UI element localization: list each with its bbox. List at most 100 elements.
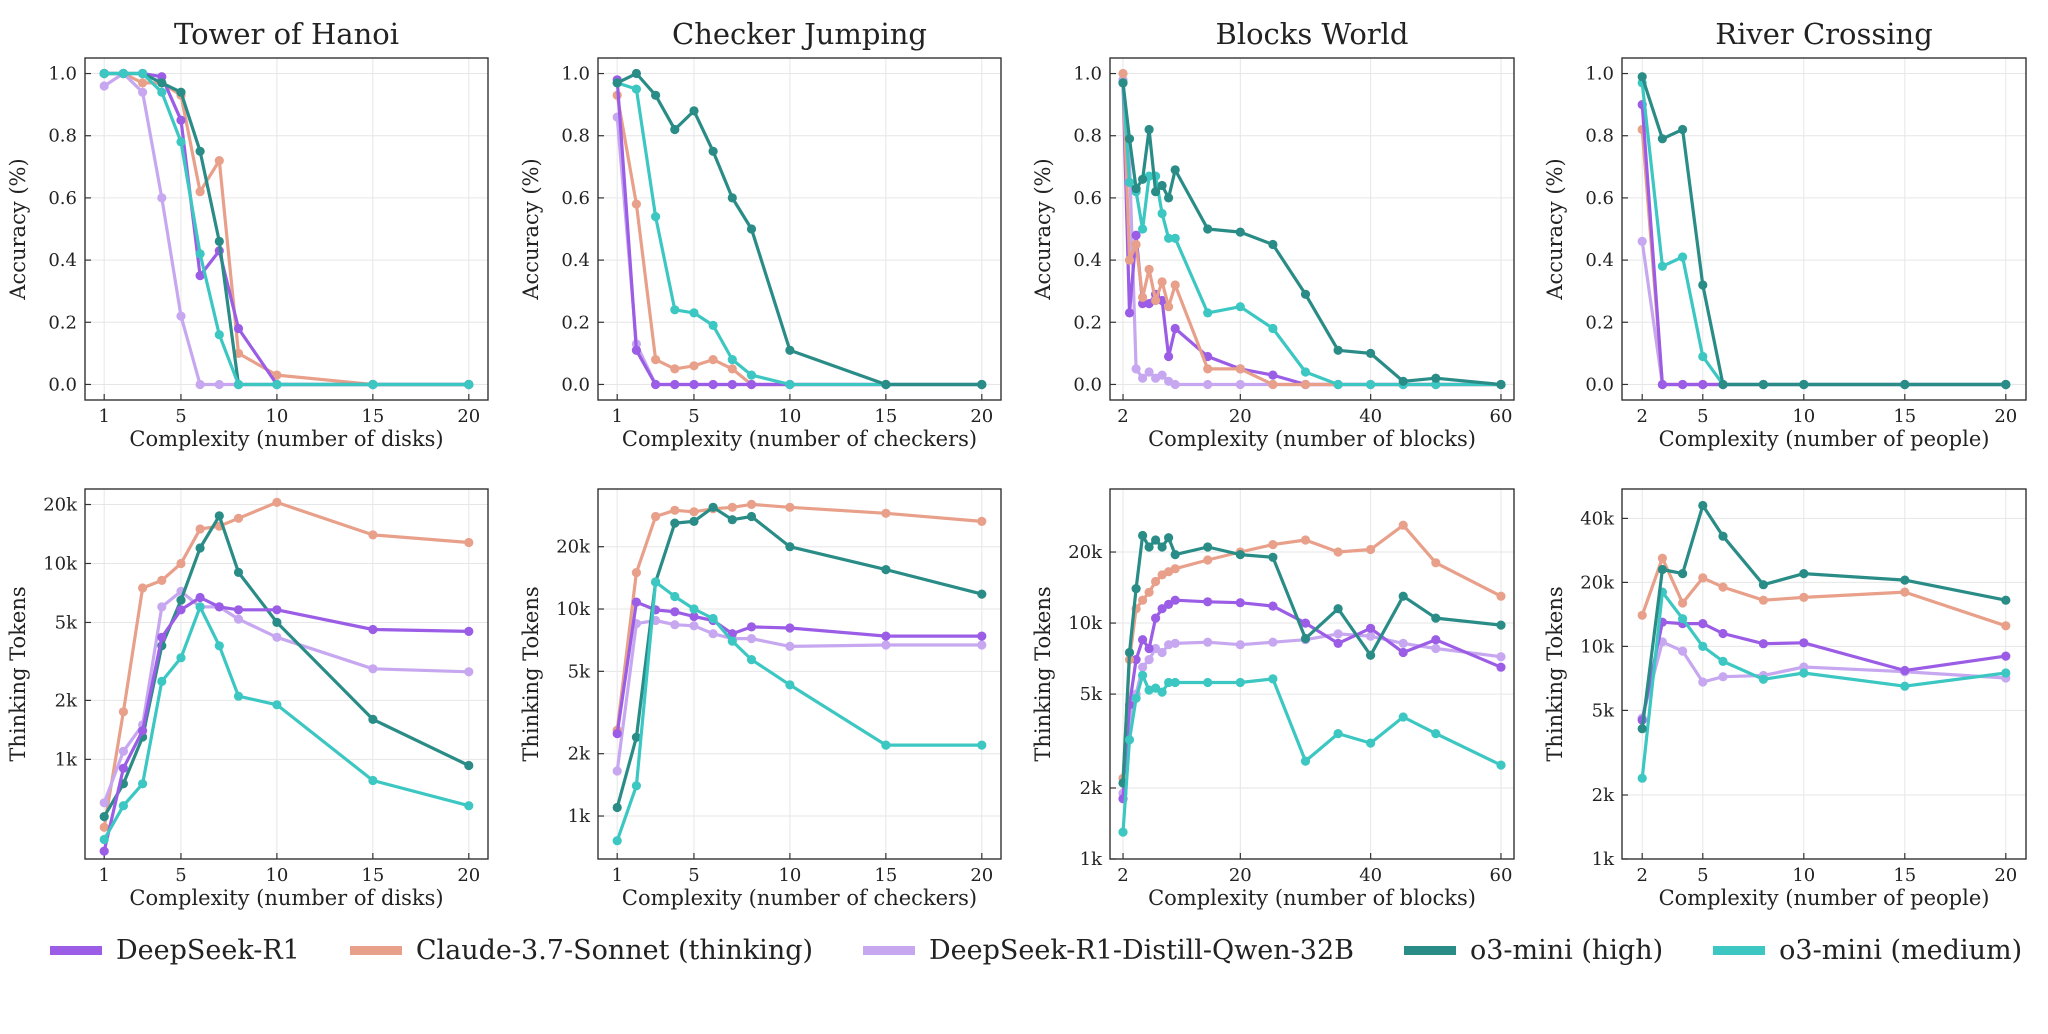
data-point-deepseek-r1-distill-qwen-32b <box>1235 379 1245 390</box>
data-point-o3-mini-high <box>1698 500 1708 511</box>
x-axis-label: Complexity (number of people) <box>1659 427 1990 451</box>
data-point-deepseek-r1 <box>1164 351 1174 362</box>
x-tick-label: 10 <box>778 865 801 886</box>
data-point-deepseek-r1-distill-qwen-32b <box>1157 647 1167 658</box>
data-point-o3-mini-medium <box>233 691 244 701</box>
data-point-deepseek-r1 <box>464 626 474 637</box>
data-point-claude-3-7-sonnet-thinking <box>1151 576 1161 587</box>
data-point-claude-3-7-sonnet-thinking <box>272 497 282 507</box>
legend-swatch <box>349 946 402 955</box>
chart-panel-3: 2 20 40 60 0.0 0.2 0.4 0.6 0.8 1.0 Blocks World Com… <box>1031 17 1515 451</box>
x-tick-label: 40 <box>1359 406 1382 427</box>
data-point-deepseek-r1-distill-qwen-32b <box>1496 652 1506 662</box>
data-point-o3-mini-medium <box>1758 674 1768 684</box>
data-point-o3-mini-high <box>1124 647 1135 658</box>
y-tick-label: 1k <box>1592 849 1615 870</box>
data-point-claude-3-7-sonnet-thinking <box>1131 239 1141 250</box>
data-point-o3-mini-medium <box>1657 261 1667 271</box>
data-point-claude-3-7-sonnet-thinking <box>2001 621 2011 631</box>
legend-label: Claude-3.7-Sonnet (thinking) <box>415 935 814 966</box>
data-point-claude-3-7-sonnet-thinking <box>1144 264 1154 274</box>
data-point-deepseek-r1 <box>631 597 642 607</box>
data-point-claude-3-7-sonnet-thinking <box>157 575 167 586</box>
data-point-deepseek-r1-distill-qwen-32b <box>1203 637 1213 647</box>
y-axis-label: Thinking Tokens <box>519 586 543 761</box>
chart-title: River Crossing <box>1715 17 1933 51</box>
x-tick-label: 60 <box>1490 865 1513 886</box>
y-axis-label: Thinking Tokens <box>1031 586 1055 761</box>
y-tick-label: 0.8 <box>561 126 590 147</box>
data-point-claude-3-7-sonnet-thinking <box>1300 379 1311 390</box>
data-point-o3-mini-medium <box>272 700 282 710</box>
series-line-claude-3-7-sonnet-thinking <box>615 93 984 387</box>
data-point-deepseek-r1 <box>176 115 186 125</box>
y-tick-label: 20k <box>1580 572 1615 593</box>
data-point-o3-mini-medium <box>176 653 186 663</box>
data-point-claude-3-7-sonnet-thinking <box>1144 587 1154 597</box>
data-point-o3-mini-medium <box>214 330 224 340</box>
data-point-claude-3-7-sonnet-thinking <box>1138 595 1148 605</box>
data-point-o3-mini-medium <box>689 604 699 614</box>
data-point-deepseek-r1-distill-qwen-32b <box>1170 638 1180 649</box>
data-point-claude-3-7-sonnet-thinking <box>651 511 661 522</box>
data-point-claude-3-7-sonnet-thinking <box>631 568 642 578</box>
data-point-deepseek-r1 <box>708 379 718 390</box>
data-point-claude-3-7-sonnet-thinking <box>464 537 474 548</box>
data-point-o3-mini-medium <box>214 641 224 651</box>
data-point-deepseek-r1-distill-qwen-32b <box>708 629 718 639</box>
data-point-deepseek-r1-distill-qwen-32b <box>272 632 282 642</box>
plot-frame <box>84 488 489 860</box>
series-line-claude-3-7-sonnet-thinking <box>615 502 984 732</box>
data-point-o3-mini-high <box>1144 542 1154 552</box>
y-tick-label: 10k <box>1580 636 1615 657</box>
data-point-deepseek-r1-distill-qwen-32b <box>1138 373 1148 383</box>
data-point-claude-3-7-sonnet-thinking <box>1203 555 1213 565</box>
data-point-deepseek-r1-distill-qwen-32b <box>977 640 987 650</box>
series-line-claude-3-7-sonnet-thinking <box>102 71 471 387</box>
data-point-o3-mini-high <box>689 106 699 116</box>
series-line-o3-mini-medium <box>102 71 471 387</box>
data-point-o3-mini-medium <box>1203 308 1213 318</box>
y-tick-label: 0.8 <box>1073 126 1102 147</box>
data-point-o3-mini-high <box>612 78 622 88</box>
x-tick-label: 20 <box>970 406 993 427</box>
data-point-o3-mini-medium <box>1170 677 1180 688</box>
data-point-deepseek-r1 <box>670 379 680 390</box>
data-point-deepseek-r1-distill-qwen-32b <box>157 602 167 612</box>
x-tick-label: 10 <box>1792 865 1815 886</box>
data-point-claude-3-7-sonnet-thinking <box>1138 292 1148 302</box>
data-point-o3-mini-medium <box>368 775 378 786</box>
y-axis-label: Accuracy (%) <box>519 158 543 300</box>
y-tick-label: 0.0 <box>48 374 77 395</box>
data-point-deepseek-r1-distill-qwen-32b <box>99 798 109 808</box>
data-point-claude-3-7-sonnet-thinking <box>1678 598 1688 608</box>
data-point-deepseek-r1-distill-qwen-32b <box>1718 672 1728 682</box>
data-point-o3-mini-medium <box>1268 323 1278 334</box>
data-point-claude-3-7-sonnet-thinking <box>708 355 718 365</box>
series-line-o3-mini-high <box>102 514 471 819</box>
data-point-deepseek-r1 <box>176 605 186 615</box>
data-point-deepseek-r1 <box>1170 595 1180 605</box>
data-point-o3-mini-medium <box>195 602 205 612</box>
chart-title: Tower of Hanoi <box>174 17 399 51</box>
data-point-deepseek-r1 <box>881 631 891 641</box>
series-line-claude-3-7-sonnet-thinking <box>1640 556 2008 628</box>
data-point-deepseek-r1-distill-qwen-32b <box>1144 367 1154 377</box>
legend-swatch <box>1713 946 1766 955</box>
data-point-claude-3-7-sonnet-thinking <box>727 502 737 512</box>
data-point-deepseek-r1 <box>1144 643 1154 654</box>
x-tick-label: 2 <box>1636 406 1647 427</box>
data-point-o3-mini-medium <box>1118 827 1128 837</box>
x-tick-label: 15 <box>361 865 384 886</box>
legend-item-claude: Claude-3.7-Sonnet (thinking) <box>349 935 814 966</box>
data-point-o3-mini-medium <box>272 379 282 390</box>
data-point-o3-mini-high <box>99 812 109 822</box>
data-point-deepseek-r1 <box>1698 619 1708 629</box>
data-point-claude-3-7-sonnet-thinking <box>881 508 891 518</box>
data-point-deepseek-r1 <box>118 763 128 773</box>
data-point-o3-mini-high <box>1333 604 1343 614</box>
x-tick-label: 5 <box>688 865 699 886</box>
x-axis-label: Complexity (number of disks) <box>129 427 443 451</box>
data-point-claude-3-7-sonnet-thinking <box>138 583 148 593</box>
legend-label: DeepSeek-R1 <box>116 935 300 966</box>
